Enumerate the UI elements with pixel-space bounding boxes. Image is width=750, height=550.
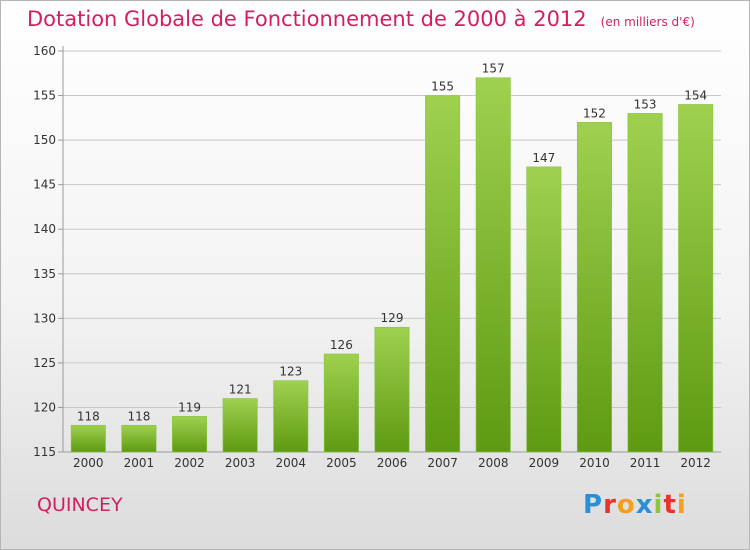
logo-letter: t: [663, 490, 677, 520]
y-tick-label: 120: [33, 400, 56, 414]
data-label: 147: [532, 151, 555, 165]
x-tick-label: 2012: [680, 456, 711, 470]
proxiti-logo: Proxiti: [583, 490, 687, 520]
x-tick-label: 2009: [529, 456, 560, 470]
logo-letter: x: [635, 490, 654, 520]
y-tick-label: 140: [33, 222, 56, 236]
x-tick-label: 2000: [73, 456, 104, 470]
data-label: 121: [229, 383, 252, 397]
x-tick-label: 2005: [326, 456, 357, 470]
logo-letter: i: [676, 490, 687, 520]
commune-name: QUINCEY: [37, 494, 123, 516]
y-tick-label: 115: [33, 445, 56, 459]
data-label: 129: [381, 311, 404, 325]
y-tick-label: 130: [33, 311, 56, 325]
data-label: 152: [583, 106, 606, 120]
x-tick-label: 2004: [275, 456, 306, 470]
bar: [526, 166, 562, 453]
data-label: 123: [279, 365, 302, 379]
y-tick-label: 125: [33, 356, 56, 370]
data-label: 118: [127, 409, 150, 423]
x-tick-label: 2003: [225, 456, 256, 470]
bar: [425, 95, 461, 453]
y-tick-label: 135: [33, 267, 56, 281]
logo-letter: o: [616, 490, 636, 520]
data-label: 153: [634, 97, 657, 111]
bar: [374, 326, 410, 453]
x-tick-label: 2011: [630, 456, 661, 470]
labels: 115 120 125 130 135 140 145 150 155 160 118 2000 118…: [33, 44, 711, 470]
x-tick-label: 2002: [174, 456, 205, 470]
x-tick-label: 2001: [124, 456, 155, 470]
bar: [627, 113, 663, 453]
x-tick-label: 2010: [579, 456, 610, 470]
bar: [273, 380, 309, 453]
bar: [222, 398, 258, 453]
chart-unit: (en milliers d'€): [600, 15, 695, 29]
data-label: 155: [431, 80, 454, 94]
logo-letter: r: [603, 490, 617, 520]
x-tick-label: 2008: [478, 456, 509, 470]
bar: [576, 121, 612, 453]
x-tick-label: 2006: [377, 456, 408, 470]
data-label: 157: [482, 62, 505, 76]
data-label: 126: [330, 338, 353, 352]
data-label: 154: [684, 88, 707, 102]
x-tick-label: 2007: [427, 456, 458, 470]
y-tick-label: 155: [33, 89, 56, 103]
logo-letter: i: [653, 490, 664, 520]
logo-letter: P: [583, 490, 604, 520]
bars: [70, 77, 714, 453]
y-tick-label: 150: [33, 133, 56, 147]
bar: [70, 424, 106, 453]
data-label: 118: [77, 409, 100, 423]
chart-title: Dotation Globale de Fonctionnement de 20…: [27, 7, 695, 31]
bar: [172, 416, 208, 453]
bar: [323, 353, 359, 453]
bar: [475, 77, 511, 453]
y-tick-label: 160: [33, 44, 56, 58]
chart-title-text: Dotation Globale de Fonctionnement de 20…: [27, 7, 587, 31]
bar: [121, 424, 157, 453]
data-label: 119: [178, 400, 201, 414]
y-tick-label: 145: [33, 178, 56, 192]
bar: [678, 104, 714, 453]
